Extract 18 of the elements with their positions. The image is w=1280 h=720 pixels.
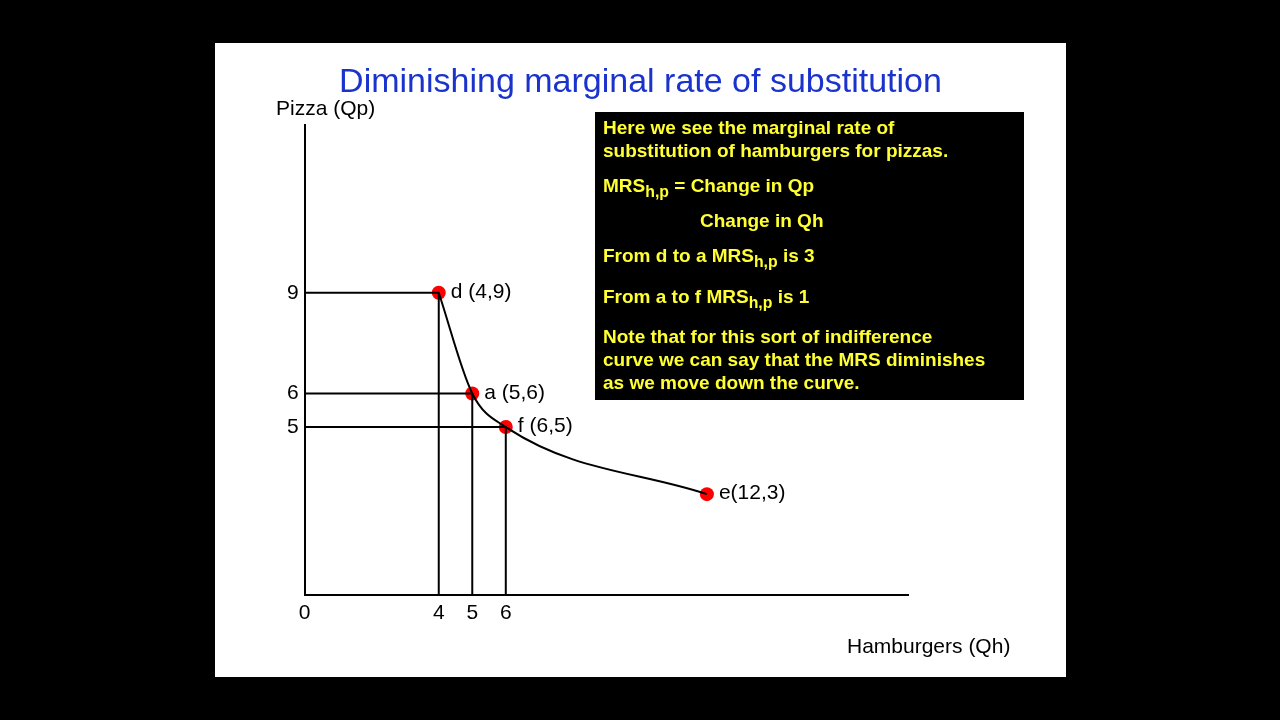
y-tick-label: 6: [286, 380, 299, 404]
annotation: e(12,3): [718, 480, 786, 504]
x-tick-label: 6: [499, 600, 512, 624]
annotation: d (4,9): [450, 279, 512, 303]
annotation: f (6,5): [517, 413, 573, 437]
y-tick-label: 9: [286, 279, 299, 303]
x-tick-label: 5: [466, 600, 479, 624]
annotation: a (5,6): [484, 379, 545, 403]
annotation: Here we see the marginal rate of substitution of hamburgers for pizzas.: [603, 116, 950, 162]
annotation: From a to f MRS$_{h,p}$ is 1: [603, 284, 811, 313]
annotation: Change in Qh: [699, 208, 825, 232]
x-tick-label: 0: [298, 600, 311, 624]
annotation: From d to a MRS$_{h,p}$ is 3: [603, 243, 816, 272]
annotation: MRS$_{h,p}$ = Change in Qp: [603, 174, 816, 202]
y-tick-label: 5: [286, 413, 299, 437]
x-tick-label: 4: [432, 600, 445, 624]
x-axis-title: Hamburgers (Qh): [847, 634, 1011, 658]
annotation: Note that for this sort of indifference curve we can say that the MRS diminishes as we move down the curve.: [603, 325, 987, 395]
